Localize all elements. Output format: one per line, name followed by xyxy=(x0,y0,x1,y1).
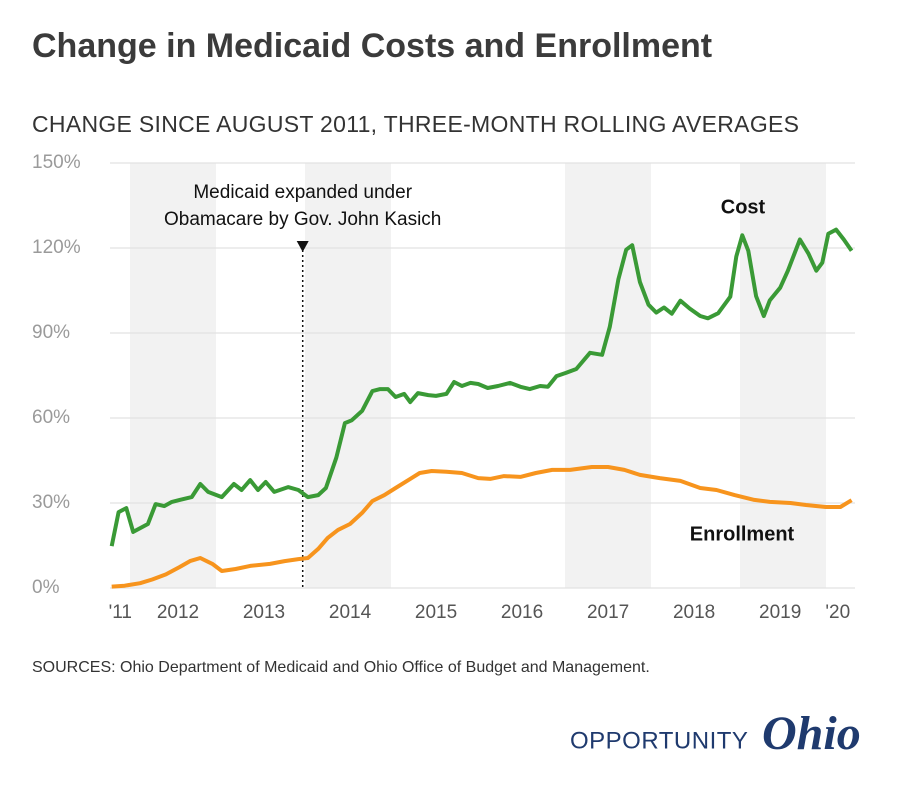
x-tick-label: 2017 xyxy=(587,602,629,623)
chart-subtitle: CHANGE SINCE AUGUST 2011, THREE-MONTH RO… xyxy=(32,111,799,137)
x-tick-label: 2016 xyxy=(501,602,543,623)
series-label: Enrollment xyxy=(690,523,795,545)
y-tick-label: 90% xyxy=(32,322,70,343)
annotation-text: Obamacare by Gov. John Kasich xyxy=(164,209,441,230)
x-tick-label: 2018 xyxy=(673,602,715,623)
y-tick-label: 0% xyxy=(32,577,60,598)
band xyxy=(740,163,826,588)
x-tick-label: 2013 xyxy=(243,602,285,623)
band xyxy=(130,163,216,588)
x-tick-label: 2012 xyxy=(157,602,199,623)
year-bands xyxy=(130,163,826,588)
y-tick-label: 120% xyxy=(32,237,81,258)
annotation-text: Medicaid expanded under xyxy=(193,182,412,203)
x-tick-label: 2014 xyxy=(329,602,372,623)
logo-word: OPPORTUNITY xyxy=(570,727,748,754)
series-line xyxy=(109,227,854,547)
y-tick-label: 60% xyxy=(32,407,70,428)
chart-title: Change in Medicaid Costs and Enrollment xyxy=(32,27,712,65)
x-tick-label: '11 xyxy=(109,602,132,623)
y-tick-label: 150% xyxy=(32,152,81,173)
x-tick-label: 2019 xyxy=(759,602,801,623)
series-label: Cost xyxy=(721,196,766,218)
x-tick-label: '20 xyxy=(825,602,850,623)
band xyxy=(305,163,391,588)
source-note: SOURCES: Ohio Department of Medicaid and… xyxy=(32,659,650,676)
series-line xyxy=(111,465,853,589)
logo-script: Ohio xyxy=(762,707,861,760)
y-tick-label: 30% xyxy=(32,492,70,513)
annotation-arrow xyxy=(296,241,309,252)
band xyxy=(565,163,651,588)
x-tick-label: 2015 xyxy=(415,602,457,623)
